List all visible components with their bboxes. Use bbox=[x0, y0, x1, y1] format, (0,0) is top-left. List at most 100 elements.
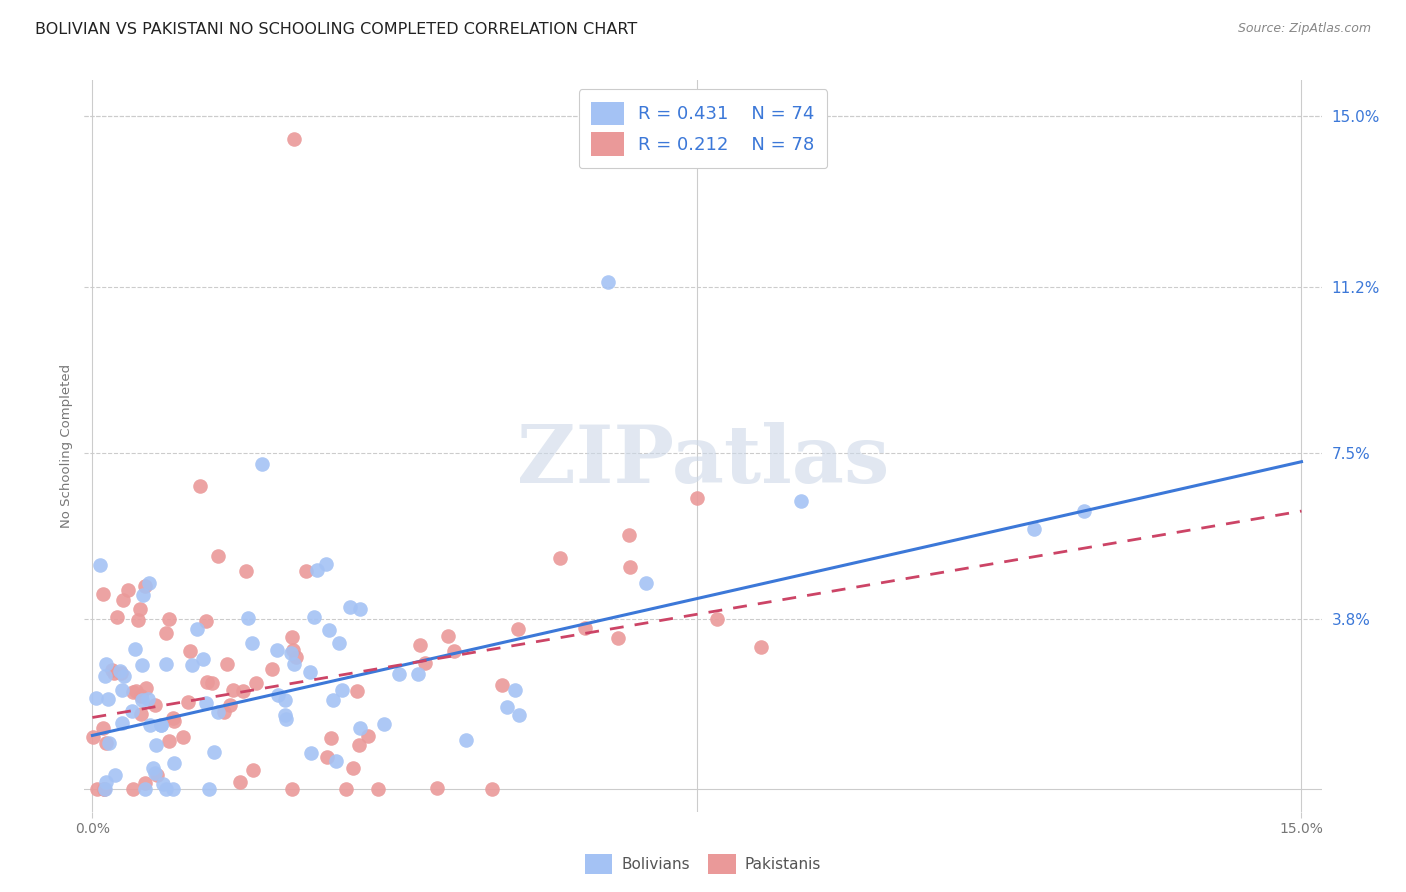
Point bbox=[235, 564, 257, 578]
Point bbox=[111, 716, 134, 731]
Point bbox=[111, 593, 134, 607]
Point bbox=[134, 782, 156, 797]
Point bbox=[222, 683, 245, 698]
Point bbox=[138, 718, 160, 732]
Point bbox=[619, 528, 641, 542]
Point bbox=[367, 782, 389, 797]
Point bbox=[505, 682, 527, 697]
Point bbox=[335, 782, 357, 797]
Legend: R = 0.431    N = 74, R = 0.212    N = 78: R = 0.431 N = 74, R = 0.212 N = 78 bbox=[579, 89, 827, 169]
Point bbox=[266, 643, 288, 657]
Point bbox=[155, 782, 177, 797]
Point bbox=[332, 683, 354, 698]
Point bbox=[706, 612, 728, 626]
Point bbox=[508, 707, 530, 722]
Point bbox=[388, 666, 411, 681]
Point bbox=[121, 685, 143, 699]
Point bbox=[1073, 504, 1095, 518]
Point bbox=[179, 644, 201, 658]
Point bbox=[110, 666, 132, 681]
Point bbox=[143, 766, 166, 780]
Point bbox=[194, 614, 217, 628]
Point bbox=[495, 700, 517, 714]
Point bbox=[426, 780, 449, 795]
Point bbox=[91, 721, 114, 735]
Point bbox=[342, 761, 364, 775]
Point bbox=[202, 746, 225, 760]
Point bbox=[574, 621, 596, 635]
Point bbox=[285, 650, 308, 665]
Point bbox=[212, 706, 235, 720]
Point bbox=[686, 491, 709, 505]
Point bbox=[305, 563, 328, 577]
Point bbox=[143, 698, 166, 713]
Point bbox=[357, 730, 380, 744]
Point bbox=[1022, 522, 1045, 536]
Point bbox=[548, 551, 571, 566]
Point bbox=[134, 579, 156, 593]
Point bbox=[408, 638, 430, 652]
Point bbox=[97, 736, 120, 750]
Point bbox=[274, 713, 297, 727]
Point bbox=[200, 676, 222, 690]
Point bbox=[163, 756, 186, 770]
Point bbox=[321, 731, 343, 745]
Point bbox=[339, 600, 361, 615]
Point bbox=[436, 630, 458, 644]
Point bbox=[413, 656, 436, 670]
Point bbox=[207, 549, 229, 563]
Point bbox=[298, 665, 321, 679]
Point bbox=[250, 457, 273, 471]
Point bbox=[349, 602, 371, 616]
Point bbox=[186, 622, 208, 636]
Point bbox=[281, 630, 304, 644]
Point bbox=[131, 693, 153, 707]
Point bbox=[129, 707, 152, 722]
Point bbox=[129, 690, 152, 704]
Point bbox=[142, 762, 165, 776]
Point bbox=[132, 588, 155, 602]
Point bbox=[215, 657, 238, 671]
Point bbox=[280, 646, 302, 660]
Point bbox=[273, 693, 295, 707]
Point bbox=[302, 609, 325, 624]
Point bbox=[93, 782, 115, 797]
Point bbox=[281, 643, 304, 657]
Point bbox=[346, 684, 368, 698]
Point bbox=[162, 711, 184, 725]
Point bbox=[136, 692, 159, 706]
Point bbox=[157, 734, 180, 748]
Point bbox=[238, 611, 260, 625]
Point bbox=[93, 782, 115, 797]
Point bbox=[328, 635, 350, 649]
Point bbox=[347, 738, 370, 752]
Point bbox=[245, 676, 267, 690]
Point bbox=[127, 613, 149, 627]
Point bbox=[101, 664, 124, 678]
Point bbox=[112, 669, 135, 683]
Point bbox=[82, 730, 104, 744]
Point bbox=[108, 664, 131, 678]
Point bbox=[89, 558, 111, 572]
Text: BOLIVIAN VS PAKISTANI NO SCHOOLING COMPLETED CORRELATION CHART: BOLIVIAN VS PAKISTANI NO SCHOOLING COMPL… bbox=[35, 22, 637, 37]
Point bbox=[188, 479, 211, 493]
Point bbox=[408, 667, 430, 681]
Point bbox=[315, 557, 337, 571]
Point bbox=[117, 583, 139, 598]
Point bbox=[134, 775, 156, 789]
Point bbox=[121, 704, 143, 718]
Point bbox=[162, 782, 184, 797]
Point bbox=[325, 754, 347, 768]
Point bbox=[481, 782, 503, 797]
Point bbox=[491, 678, 513, 692]
Point bbox=[454, 733, 477, 747]
Point bbox=[155, 657, 177, 671]
Point bbox=[125, 683, 148, 698]
Point bbox=[138, 576, 160, 591]
Point bbox=[94, 782, 117, 797]
Point bbox=[229, 775, 252, 789]
Point bbox=[145, 738, 167, 752]
Point bbox=[242, 763, 264, 777]
Point bbox=[299, 746, 322, 760]
Point bbox=[128, 602, 150, 616]
